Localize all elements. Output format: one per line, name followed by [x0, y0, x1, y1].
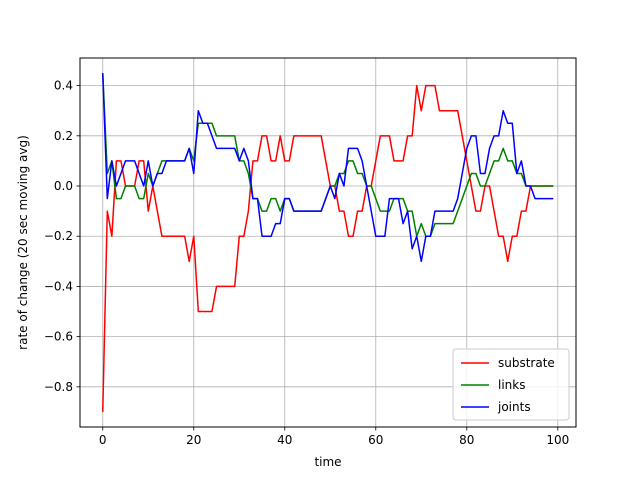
legend-label-links: links [498, 378, 525, 392]
y-tick-label: −0.4 [44, 279, 73, 293]
ticks: 0 20 40 60 80 100 −0.8 −0.6 −0.4 −0.2 0.0 0.2 0.4 [44, 79, 569, 447]
x-tick-label: 100 [546, 433, 569, 447]
x-tick-label: 60 [368, 433, 383, 447]
legend: substrate links joints [452, 348, 570, 421]
legend-label-joints: joints [497, 400, 531, 414]
y-tick-label: −0.8 [44, 380, 73, 394]
x-tick-label: 20 [186, 433, 201, 447]
legend-label-substrate: substrate [498, 356, 555, 370]
x-tick-label: 40 [277, 433, 292, 447]
x-tick-label: 0 [99, 433, 107, 447]
y-axis-label: rate of change (20 sec moving avg) [16, 135, 30, 350]
x-axis-label: time [314, 455, 341, 469]
series-line-joints [102, 73, 554, 263]
plot-frame [79, 57, 577, 428]
y-tick-label: 0.0 [54, 179, 73, 193]
series-line-substrate [102, 84, 554, 412]
y-tick-label: −0.6 [44, 330, 73, 344]
series-lines [102, 73, 554, 412]
y-tick-label: −0.2 [44, 229, 73, 243]
x-tick-label: 80 [459, 433, 474, 447]
y-tick-label: 0.2 [54, 129, 73, 143]
y-tick-label: 0.4 [54, 79, 73, 93]
legend-box [452, 348, 570, 421]
